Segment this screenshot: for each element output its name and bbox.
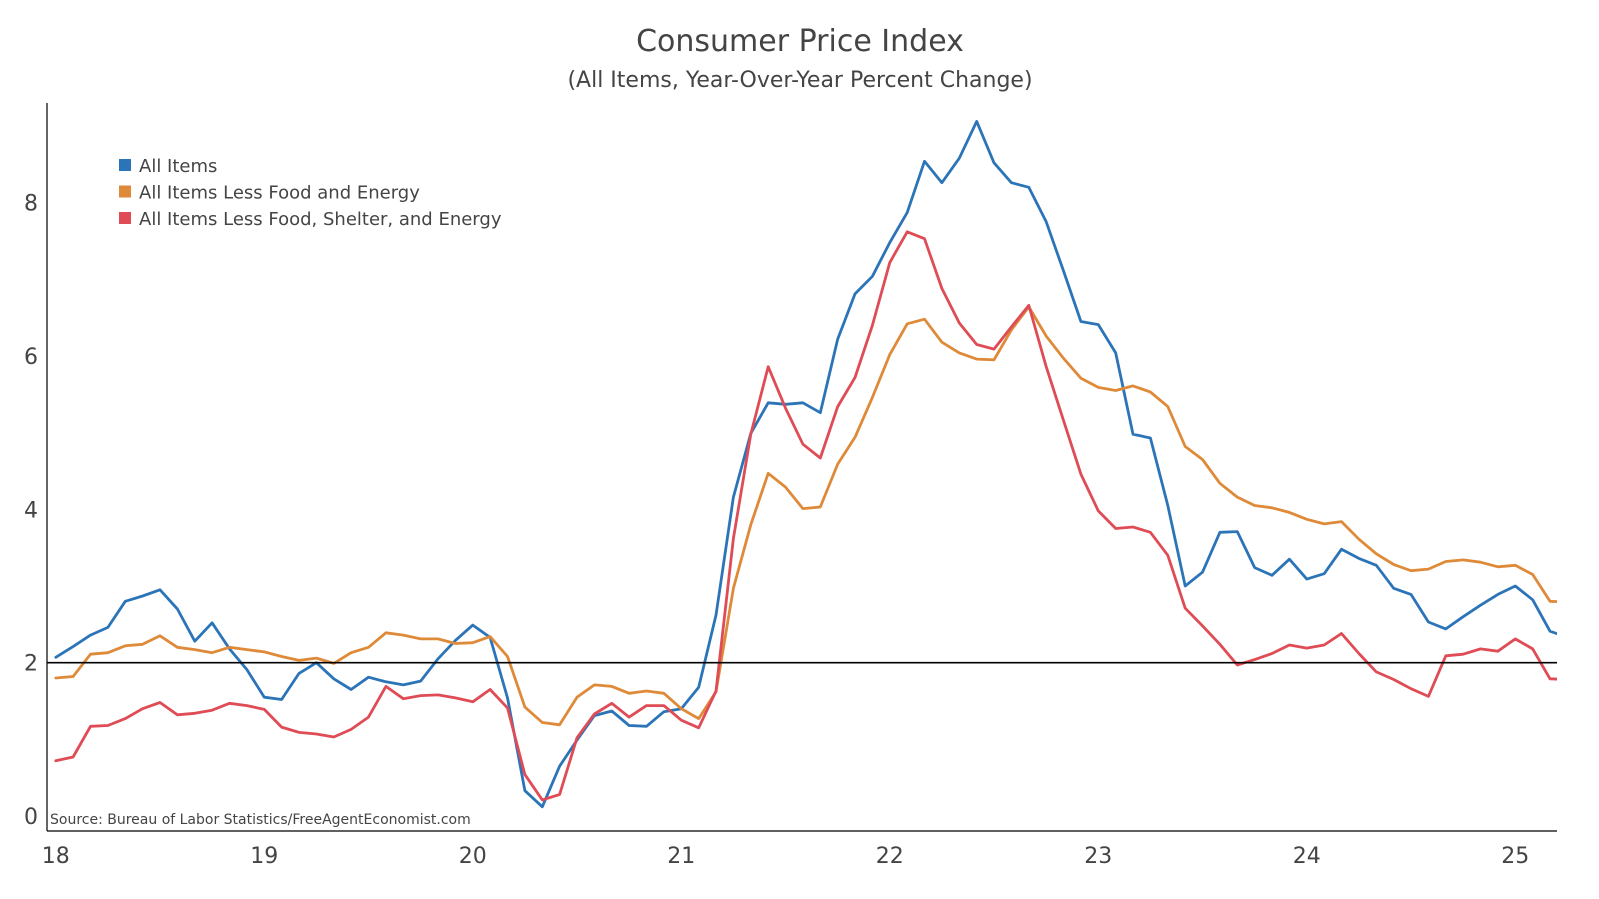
y-tick-label: 8 xyxy=(24,192,38,217)
chart-subtitle: (All Items, Year-Over-Year Percent Chang… xyxy=(567,68,1032,93)
series-line-all-items-less-food-and-energy xyxy=(54,305,1557,727)
source-note: Source: Bureau of Labor Statistics/FreeA… xyxy=(50,812,471,828)
x-tick-label: 23 xyxy=(1084,844,1112,869)
chart-title: Consumer Price Index xyxy=(636,24,964,59)
legend-swatch xyxy=(119,185,131,198)
x-tick-label: 24 xyxy=(1293,844,1321,869)
x-tick-label: 18 xyxy=(42,844,70,869)
y-tick-label: 4 xyxy=(24,498,38,523)
legend-item-all-items-less-food-shelter-and-energy: All Items Less Food, Shelter, and Energy xyxy=(119,209,502,230)
y-tick-label: 6 xyxy=(24,345,38,370)
y-tick-label: 0 xyxy=(24,805,38,830)
legend-label: All Items Less Food, Shelter, and Energy xyxy=(139,209,502,230)
legend-item-all-items-less-food-and-energy: All Items Less Food and Energy xyxy=(119,183,420,204)
legend: All Items All Items Less Food and Energy A… xyxy=(119,156,502,230)
x-tick-label: 25 xyxy=(1501,844,1529,869)
series-line-all-items-less-food-shelter-and-energy xyxy=(54,230,1557,802)
series-line-all-items xyxy=(54,120,1557,809)
legend-swatch xyxy=(119,159,131,171)
plot-area xyxy=(47,120,1557,809)
x-tick-label: 22 xyxy=(876,844,904,869)
x-tick-label: 19 xyxy=(250,844,278,869)
y-tick-label: 2 xyxy=(24,652,38,677)
legend-label: All Items Less Food and Energy xyxy=(139,183,420,204)
legend-swatch xyxy=(119,212,131,224)
series-group xyxy=(54,120,1557,809)
x-tick-label: 21 xyxy=(667,844,695,869)
x-tick-label: 20 xyxy=(459,844,487,869)
legend-item-all-items: All Items xyxy=(119,156,217,177)
legend-label: All Items xyxy=(139,156,217,177)
